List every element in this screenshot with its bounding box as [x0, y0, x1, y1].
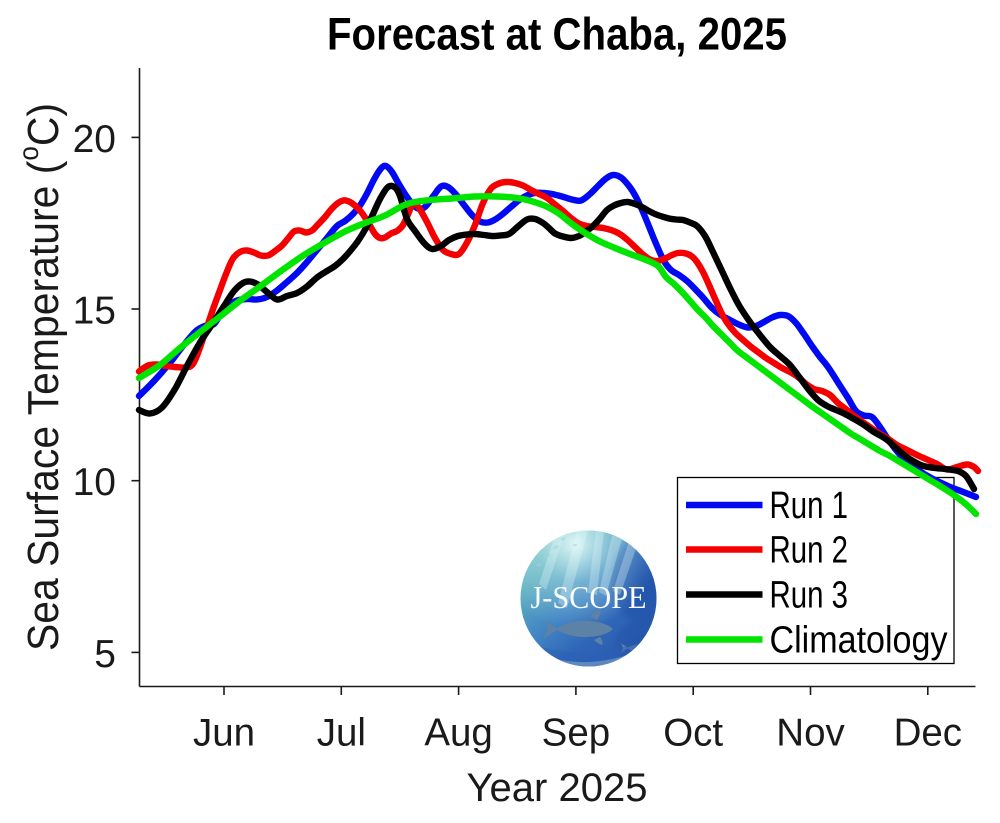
svg-text:15: 15: [73, 290, 116, 333]
svg-text:Run 1: Run 1: [770, 485, 849, 527]
svg-text:Aug: Aug: [424, 712, 493, 755]
svg-text:Jun: Jun: [193, 712, 255, 755]
svg-text:Sep: Sep: [542, 712, 611, 755]
svg-text:J-SCOPE: J-SCOPE: [531, 580, 647, 615]
svg-text:20: 20: [73, 118, 116, 161]
svg-text:Year 2025: Year 2025: [467, 766, 648, 810]
svg-text:Run 3: Run 3: [770, 575, 849, 617]
svg-text:5: 5: [94, 633, 116, 676]
svg-text:Nov: Nov: [776, 712, 845, 755]
svg-text:Oct: Oct: [663, 712, 723, 755]
svg-text:Dec: Dec: [894, 712, 962, 755]
svg-text:Run 2: Run 2: [770, 530, 849, 572]
svg-text:Forecast at Chaba, 2025: Forecast at Chaba, 2025: [327, 9, 787, 60]
svg-text:10: 10: [73, 461, 116, 504]
svg-text:Jul: Jul: [317, 712, 366, 755]
svg-text:Sea Surface Temperature (oC): Sea Surface Temperature (oC): [13, 103, 68, 651]
svg-text:Climatology: Climatology: [770, 620, 948, 662]
